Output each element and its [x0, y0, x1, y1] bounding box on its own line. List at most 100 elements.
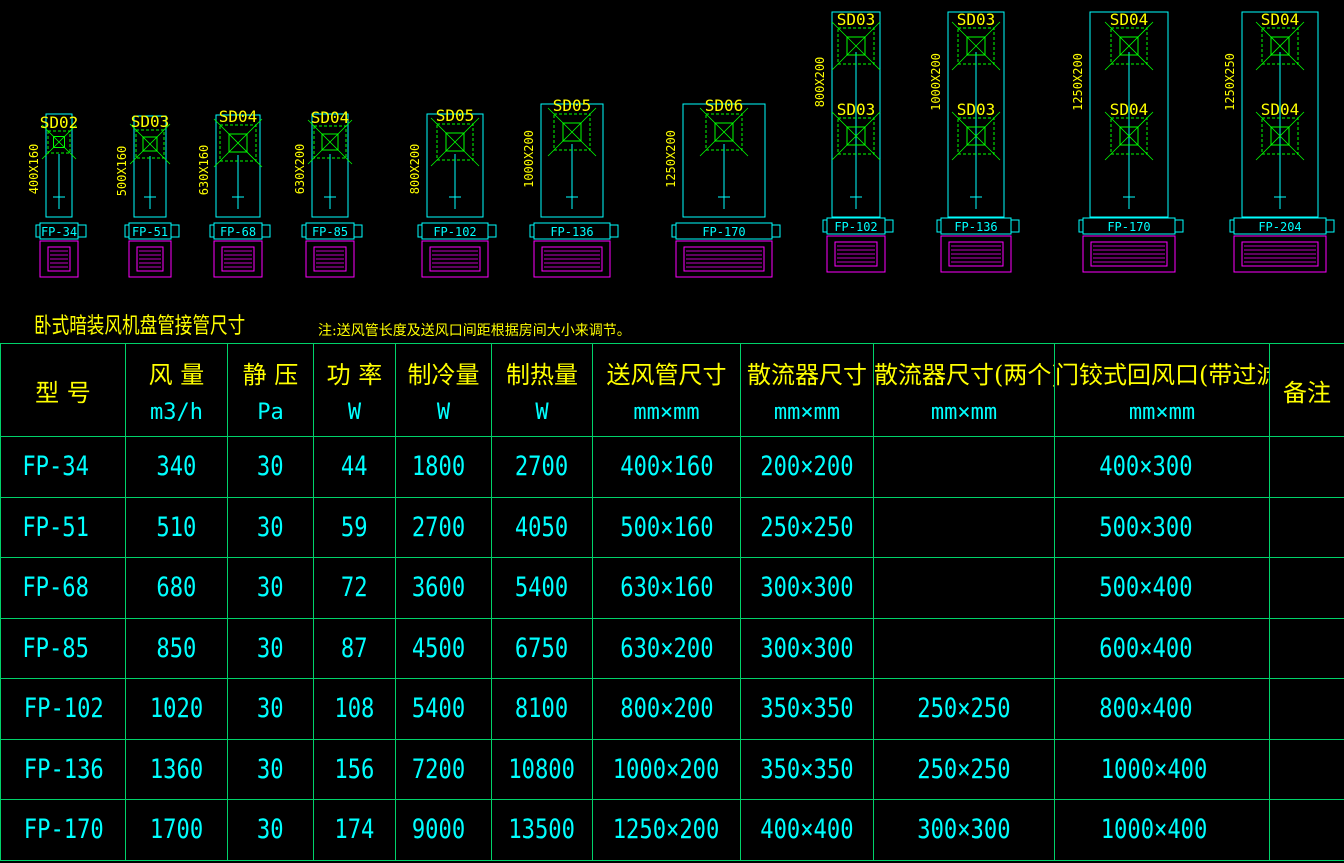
duct-size-label: 1000X200: [929, 53, 943, 111]
return-grille: [128, 240, 172, 278]
diffuser-core: [53, 136, 65, 148]
diffuser-core: [966, 126, 986, 146]
cell-static-pressure: 30: [227, 436, 314, 498]
header-remarks: 备注: [1269, 343, 1344, 437]
diffuser-outline: [957, 27, 995, 65]
cell-power: 108: [313, 678, 396, 740]
cell-model: FP-102: [0, 678, 126, 740]
unit-connector: [1229, 219, 1235, 233]
cell-model: FP-34: [0, 436, 126, 498]
supply-duct: [831, 11, 881, 218]
diffuser-outline: [957, 117, 995, 155]
diffuser-outline: [219, 124, 257, 162]
cell-cooling: 3600: [395, 557, 492, 619]
supply-duct: [215, 114, 261, 218]
diffuser-diag: [699, 107, 749, 157]
unit-connector: [1078, 219, 1084, 233]
header-model: 型 号: [0, 343, 126, 437]
supply-duct: [133, 115, 167, 218]
cell-static-pressure: 30: [227, 738, 314, 800]
diffuser-label: SD03: [957, 100, 996, 119]
diffuser-core: [142, 136, 158, 152]
drawing-note: 注:送风管长度及送风口间距根据房间大小来调节。: [318, 323, 631, 339]
cell-return-grille: 500×300: [1054, 496, 1270, 558]
supply-duct: [1089, 11, 1169, 218]
diffuser-label: SD04: [1261, 10, 1300, 29]
diffuser-label: SD05: [553, 96, 592, 115]
diffuser-diag: [951, 111, 1001, 161]
table-row: FP-136 1360 30 156 7200 10800 1000×200 350×350 2…: [0, 738, 1344, 800]
diffuser-outline: [1261, 117, 1299, 155]
cell-airflow: 850: [125, 617, 228, 679]
unit-model-label: FP-136: [550, 225, 593, 239]
unit-model-label: FP-170: [1107, 220, 1150, 234]
unit-connector: [35, 224, 41, 238]
table-row: FP-51 510 30 59 2700 4050 500×160 250×250 500×30…: [0, 496, 1344, 558]
cell-diffuser-two: [873, 617, 1055, 679]
diffuser-diag: [1255, 111, 1305, 161]
cell-remarks: [1269, 436, 1344, 498]
return-grille: [826, 235, 886, 273]
cell-cooling: 9000: [395, 799, 492, 861]
return-grille-inner: [429, 246, 481, 272]
fan-coil-unit-drawings: SD02 400X160 FP-34 SD03 500X160 FP-51 SD04 630X…: [27, 10, 1335, 278]
diffuser-diag: [129, 123, 171, 165]
return-grille-inner: [948, 241, 1004, 267]
diffuser-core: [1270, 126, 1290, 146]
return-grille: [421, 240, 489, 278]
unit-connector: [936, 219, 942, 233]
cell-cooling: 1800: [395, 436, 492, 498]
cell-model: FP-170: [0, 799, 126, 861]
cell-return-grille: 1000×400: [1054, 799, 1270, 861]
diffuser-core: [1270, 36, 1290, 56]
diffuser-diag: [547, 107, 597, 157]
cell-heating: 8100: [491, 678, 593, 740]
unit-model-label: FP-51: [132, 225, 168, 239]
header-static-pressure: 静 压 Pa: [227, 343, 314, 437]
diffuser-diag: [213, 118, 263, 168]
diffuser-label: SD03: [957, 10, 996, 29]
return-grille-inner: [47, 246, 71, 272]
cell-supply-duct: 800×200: [592, 678, 741, 740]
diffuser-label: SD04: [1261, 100, 1300, 119]
cell-airflow: 680: [125, 557, 228, 619]
diffuser-diag: [1255, 21, 1305, 71]
diffuser-core: [1119, 126, 1139, 146]
cell-remarks: [1269, 617, 1344, 679]
header-return-grille: 门铰式回风口(带过滤网)mm×mm: [1054, 343, 1270, 437]
return-grille-inner: [1090, 241, 1168, 267]
return-grille: [213, 240, 263, 278]
supply-duct: [426, 113, 484, 218]
diffuser-label: SD04: [1110, 100, 1149, 119]
duct-size-label: 500X160: [115, 146, 129, 197]
unit-connector: [1325, 219, 1335, 233]
cell-diffuser: 350×350: [740, 678, 874, 740]
unit-model-label: FP-204: [1258, 220, 1301, 234]
cell-return-grille: 400×300: [1054, 436, 1270, 498]
cell-supply-duct: 630×200: [592, 617, 741, 679]
diffuser-outline: [436, 123, 474, 161]
cell-diffuser-two: 300×300: [873, 799, 1055, 861]
duct-size-label: 800X200: [408, 144, 422, 195]
unit-connector: [353, 224, 363, 238]
unit-connector: [609, 224, 619, 238]
duct-size-label: 630X160: [197, 145, 211, 196]
diffuser-core: [562, 122, 582, 142]
cell-cooling: 4500: [395, 617, 492, 679]
cell-remarks: [1269, 738, 1344, 800]
cell-airflow: 1020: [125, 678, 228, 740]
diffuser-label: SD04: [311, 108, 350, 127]
unit-connector: [529, 224, 535, 238]
unit-connector: [261, 224, 271, 238]
diffuser-outline: [47, 130, 71, 154]
return-grille-inner: [683, 246, 765, 272]
duct-size-label: 1250X200: [1071, 53, 1085, 111]
unit-connector: [1010, 219, 1020, 233]
cell-supply-duct: 500×160: [592, 496, 741, 558]
diffuser-core: [846, 36, 866, 56]
supply-duct: [311, 113, 349, 218]
supply-duct: [682, 103, 766, 218]
duct-size-label: 800X200: [813, 57, 827, 108]
cell-power: 87: [313, 617, 396, 679]
diffuser-outline: [313, 125, 347, 159]
